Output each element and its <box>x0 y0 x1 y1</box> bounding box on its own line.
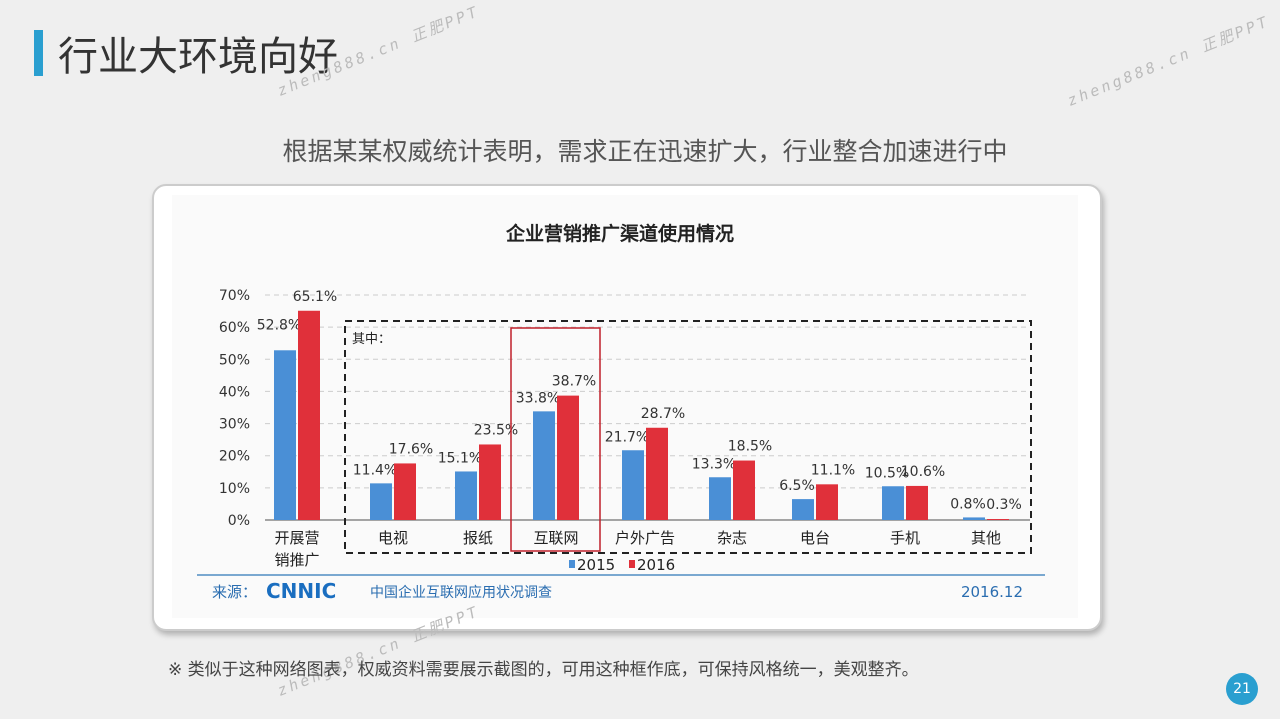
bar-2015 <box>622 450 644 520</box>
cnnic-logo: CNNIC <box>266 579 336 603</box>
page-title: 行业大环境向好 <box>58 34 338 80</box>
x-tick-label: 开展营 <box>274 529 319 547</box>
bar-2016 <box>479 444 501 520</box>
data-label: 28.7% <box>641 406 685 422</box>
data-label: 0.8% <box>950 496 986 512</box>
bar-2015 <box>882 486 904 520</box>
y-tick-label: 50% <box>219 352 250 368</box>
data-label: 0.3% <box>986 497 1022 513</box>
data-label: 17.6% <box>389 441 433 457</box>
chart-date: 2016.12 <box>961 583 1023 601</box>
bar-2015 <box>370 483 392 520</box>
x-tick-label: 电视 <box>378 529 408 547</box>
legend-swatch <box>569 560 575 568</box>
bar-2016 <box>816 484 838 520</box>
source-text: 中国企业互联网应用状况调查 <box>370 584 552 601</box>
data-label: 15.1% <box>438 450 482 466</box>
y-tick-label: 20% <box>219 449 250 465</box>
x-tick-label: 销推广 <box>274 551 319 569</box>
data-label: 21.7% <box>605 429 649 445</box>
chart-image <box>172 195 1078 618</box>
bar-2015 <box>533 411 555 520</box>
x-tick-label: 电台 <box>800 529 830 547</box>
bar-2016 <box>733 460 755 520</box>
legend-label: 2016 <box>637 556 675 574</box>
y-tick-label: 60% <box>219 320 250 336</box>
bar-2015 <box>455 471 477 520</box>
bar-2015 <box>709 477 731 520</box>
source-label: 来源： <box>212 583 257 601</box>
bar-2016 <box>298 310 320 520</box>
subtitle: 根据某某权威统计表明，需求正在迅速扩大，行业整合加速进行中 <box>282 137 1008 166</box>
data-label: 38.7% <box>552 374 596 390</box>
data-label: 10.6% <box>901 464 945 480</box>
bar-2016 <box>646 427 668 520</box>
data-label: 65.1% <box>293 289 337 305</box>
data-label: 11.4% <box>353 462 397 478</box>
data-label: 6.5% <box>779 478 815 494</box>
footnote: ※ 类似于这种网络图表，权威资料需要展示截图的，可用这种框作底，可保持风格统一，… <box>168 660 919 680</box>
data-label: 33.8% <box>516 390 560 406</box>
x-tick-label: 报纸 <box>463 529 493 547</box>
x-tick-label: 手机 <box>890 529 920 547</box>
legend-swatch <box>629 560 635 568</box>
data-label: 18.5% <box>728 439 772 455</box>
y-tick-label: 0% <box>228 513 250 529</box>
page-number: 21 <box>1226 673 1258 705</box>
bar-2016 <box>557 395 579 520</box>
y-tick-label: 30% <box>219 417 250 433</box>
bar-2016 <box>987 519 1009 520</box>
y-tick-label: 10% <box>219 481 250 497</box>
chart-title: 企业营销推广渠道使用情况 <box>505 222 734 245</box>
bar-2016 <box>906 485 928 520</box>
x-tick-label: 互联网 <box>533 529 578 547</box>
title-accent-bar <box>34 30 43 76</box>
data-label: 23.5% <box>474 422 518 438</box>
y-tick-label: 70% <box>219 288 250 304</box>
legend-label: 2015 <box>577 556 615 574</box>
data-label: 52.8% <box>257 317 301 333</box>
x-tick-label: 杂志 <box>717 529 747 547</box>
data-label: 11.1% <box>811 462 855 478</box>
dashed-group-box <box>344 320 1032 554</box>
bar-2015 <box>963 517 985 520</box>
data-label: 13.3% <box>692 456 736 472</box>
y-tick-label: 40% <box>219 384 250 400</box>
highlight-box <box>510 327 601 552</box>
bar-2015 <box>792 499 814 520</box>
group-annotation: 其中： <box>352 332 391 347</box>
bar-2015 <box>274 350 296 520</box>
x-tick-label: 其他 <box>971 529 1001 547</box>
x-tick-label: 户外广告 <box>615 529 675 547</box>
bar-2016 <box>394 463 416 520</box>
data-label: 10.5% <box>865 465 909 481</box>
